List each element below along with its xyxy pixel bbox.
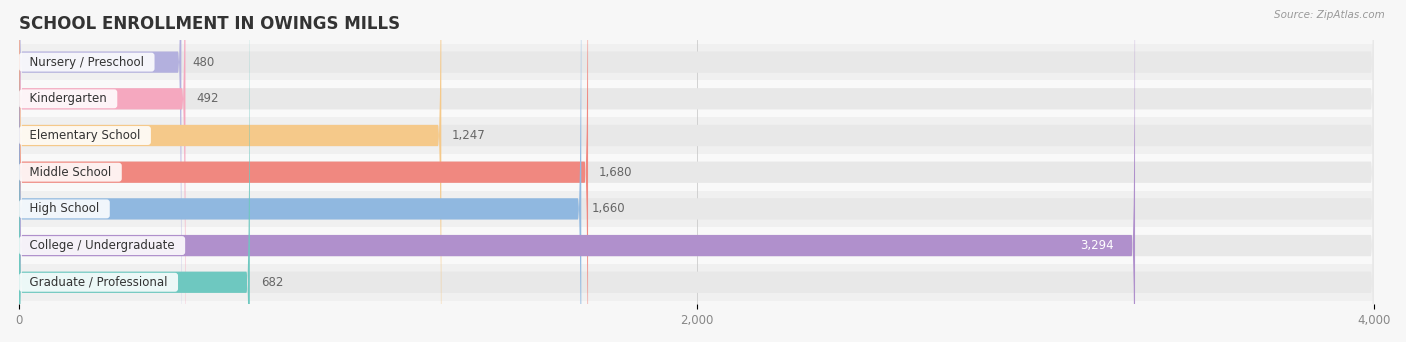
FancyBboxPatch shape [18, 0, 441, 342]
Bar [18, 264, 1374, 301]
Text: 1,680: 1,680 [599, 166, 633, 179]
Text: 1,660: 1,660 [592, 202, 626, 215]
Text: SCHOOL ENROLLMENT IN OWINGS MILLS: SCHOOL ENROLLMENT IN OWINGS MILLS [18, 15, 399, 33]
FancyBboxPatch shape [18, 0, 181, 342]
Bar [18, 44, 1374, 80]
Text: College / Undergraduate: College / Undergraduate [22, 239, 183, 252]
Text: 3,294: 3,294 [1080, 239, 1114, 252]
FancyBboxPatch shape [18, 0, 1374, 342]
FancyBboxPatch shape [18, 0, 588, 342]
Bar [18, 80, 1374, 117]
Text: Kindergarten: Kindergarten [22, 92, 114, 105]
Bar [18, 227, 1374, 264]
FancyBboxPatch shape [18, 0, 1374, 342]
Text: 682: 682 [260, 276, 283, 289]
Text: 492: 492 [197, 92, 219, 105]
Text: Graduate / Professional: Graduate / Professional [22, 276, 176, 289]
FancyBboxPatch shape [18, 0, 1374, 342]
FancyBboxPatch shape [18, 0, 186, 342]
Text: High School: High School [22, 202, 107, 215]
Text: Middle School: Middle School [22, 166, 120, 179]
FancyBboxPatch shape [18, 0, 1374, 342]
Bar [18, 117, 1374, 154]
Text: Nursery / Preschool: Nursery / Preschool [22, 56, 152, 69]
Text: 1,247: 1,247 [453, 129, 486, 142]
FancyBboxPatch shape [18, 0, 581, 342]
FancyBboxPatch shape [18, 0, 250, 342]
FancyBboxPatch shape [18, 0, 1374, 342]
Text: 480: 480 [193, 56, 215, 69]
FancyBboxPatch shape [18, 0, 1135, 342]
Bar [18, 154, 1374, 190]
Text: Elementary School: Elementary School [22, 129, 148, 142]
FancyBboxPatch shape [18, 0, 1374, 342]
Bar [18, 190, 1374, 227]
FancyBboxPatch shape [18, 0, 1374, 342]
Text: Source: ZipAtlas.com: Source: ZipAtlas.com [1274, 10, 1385, 20]
